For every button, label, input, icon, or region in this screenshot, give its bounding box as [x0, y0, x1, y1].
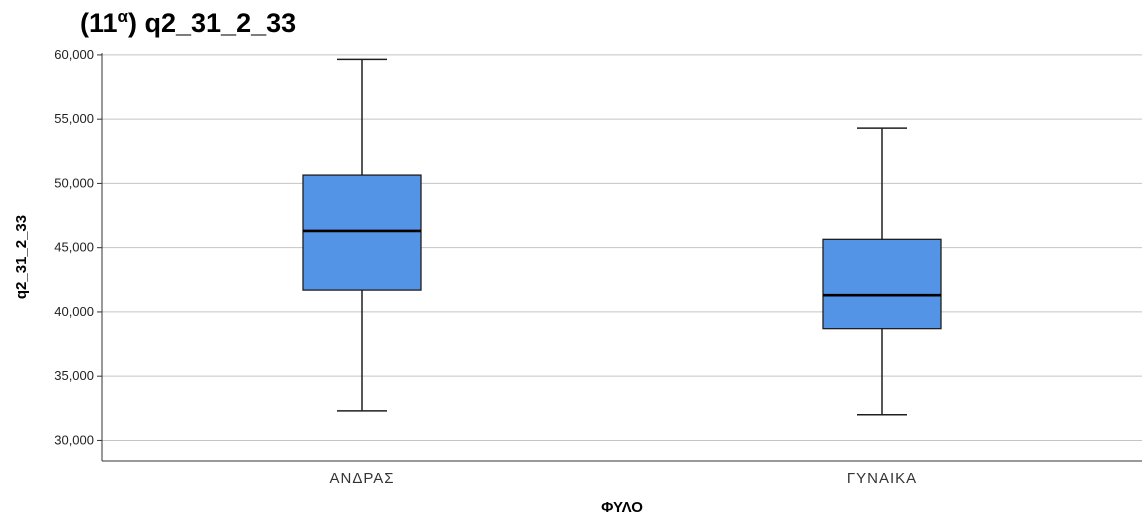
box-2: [822, 127, 942, 416]
boxes: [302, 58, 942, 416]
x-tick-label: ΓΥΝΑΙΚΑ: [847, 470, 917, 487]
x-tick-label: ΑΝΔΡΑΣ: [329, 470, 394, 487]
y-axis-title: q2_31_2_33: [13, 215, 30, 299]
y-tick-label: 40,000: [54, 304, 94, 319]
x-axis-title: ΦΥΛΟ: [601, 499, 643, 516]
y-tick-label: 60,000: [54, 47, 94, 62]
box-1: [302, 58, 422, 412]
grid-lines: [102, 54, 1142, 441]
y-tick-label: 35,000: [54, 368, 94, 383]
y-tick-label: 30,000: [54, 432, 94, 447]
labels: 30,000 35,000 40,000 45,000 50,000 55,000 60,0…: [13, 47, 917, 516]
chart-title: (11α) q2_31_2_33: [80, 8, 296, 37]
iqr-box: [822, 238, 942, 330]
iqr-box: [302, 174, 422, 291]
chart-title-rest: ) q2_31_2_33: [128, 8, 297, 38]
chart-title-superscript: α: [117, 7, 128, 26]
axes: [97, 53, 1142, 462]
y-tick-label: 45,000: [54, 240, 94, 255]
chart-title-main: (11: [80, 8, 118, 38]
y-tick-label: 55,000: [54, 111, 94, 126]
y-tick-label: 50,000: [54, 175, 94, 190]
